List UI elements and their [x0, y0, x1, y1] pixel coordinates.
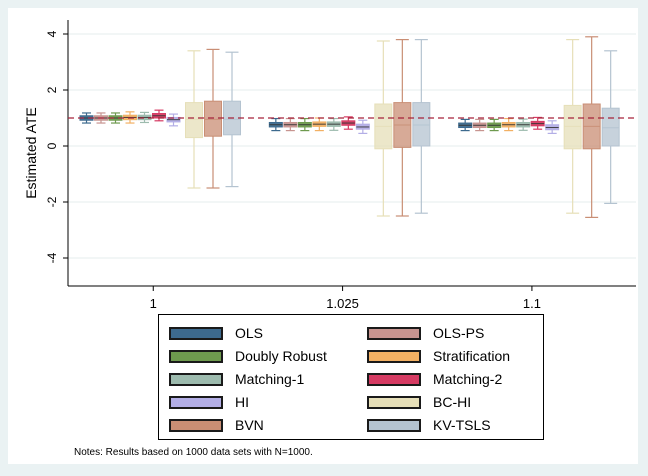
box-hi-1: [166, 113, 181, 127]
legend-swatch: [367, 372, 421, 386]
legend-item-kv-tsls: KV-TSLS: [367, 415, 491, 435]
box-kv-tsls-1-025: [412, 38, 431, 214]
box-bvn-1-1: [582, 36, 601, 218]
legend-label: OLS-PS: [433, 325, 485, 341]
box-hi-1-1: [545, 120, 560, 134]
x-tick-label: 1: [150, 296, 157, 311]
legend-item-ols: OLS: [169, 323, 263, 343]
legend-item-stratification: Stratification: [367, 346, 510, 366]
legend-item-ols-ps: OLS-PS: [367, 323, 484, 343]
box-ols-ps-1-1: [472, 118, 487, 132]
legend: OLS OLS-PS Doubly Robust Stratification Matc…: [158, 314, 544, 440]
legend-label: Matching-2: [433, 371, 503, 387]
box-body: [412, 102, 431, 147]
legend-label: BVN: [235, 417, 264, 433]
legend-swatch: [367, 418, 421, 432]
x-tick-label: 1.1: [523, 296, 541, 311]
legend-label: OLS: [235, 325, 264, 341]
box-bc-hi-1-025: [374, 40, 393, 217]
box-body: [601, 107, 620, 147]
box-bvn-1-025: [393, 38, 412, 217]
box-bc-hi-1: [185, 50, 203, 189]
box-doubly-robust-1-1: [487, 118, 502, 132]
box-bvn-1: [204, 48, 222, 189]
x-tick-label: 1.025: [326, 296, 359, 311]
legend-label: Matching-1: [235, 371, 305, 387]
box-bc-hi-1-1: [563, 38, 582, 214]
legend-label: Doubly Robust: [235, 348, 327, 364]
legend-item-matching-1: Matching-1: [169, 369, 304, 389]
box-hi-1-025: [355, 119, 370, 134]
legend-label: HI: [235, 394, 249, 410]
legend-item-matching-2: Matching-2: [367, 369, 502, 389]
legend-swatch: [169, 326, 223, 340]
legend-swatch: [169, 418, 223, 432]
y-tick-label: -2: [45, 196, 59, 207]
box-body: [563, 104, 582, 150]
legend-item-doubly-robust: Doubly Robust: [169, 346, 327, 366]
legend-item-bvn: BVN: [169, 415, 264, 435]
legend-item-hi: HI: [169, 392, 249, 412]
legend-swatch: [169, 372, 223, 386]
box-matching-1-1-1: [516, 118, 531, 131]
legend-swatch: [367, 326, 421, 340]
y-axis-label: Estimated ATE: [23, 107, 39, 199]
box-body: [185, 102, 203, 139]
legend-swatch: [169, 349, 223, 363]
legend-label: KV-TSLS: [433, 417, 491, 433]
y-tick-label: 4: [45, 30, 59, 37]
legend-swatch: [367, 395, 421, 409]
box-kv-tsls-1-1: [601, 50, 620, 204]
y-tick-label: -4: [45, 252, 59, 263]
box-matching-2-1-1: [530, 116, 545, 130]
plot-background: [68, 20, 636, 286]
box-body: [204, 100, 222, 137]
legend-swatch: [367, 349, 421, 363]
legend-item-bc-hi: BC-HI: [367, 392, 471, 412]
y-tick-label: 0: [45, 142, 59, 149]
y-tick-label: 2: [45, 86, 59, 93]
box-ols-1-1: [458, 118, 473, 132]
legend-label: Stratification: [433, 348, 511, 364]
legend-label: BC-HI: [433, 394, 472, 410]
chart-note: Notes: Results based on 1000 data sets w…: [74, 447, 313, 458]
legend-swatch: [169, 395, 223, 409]
